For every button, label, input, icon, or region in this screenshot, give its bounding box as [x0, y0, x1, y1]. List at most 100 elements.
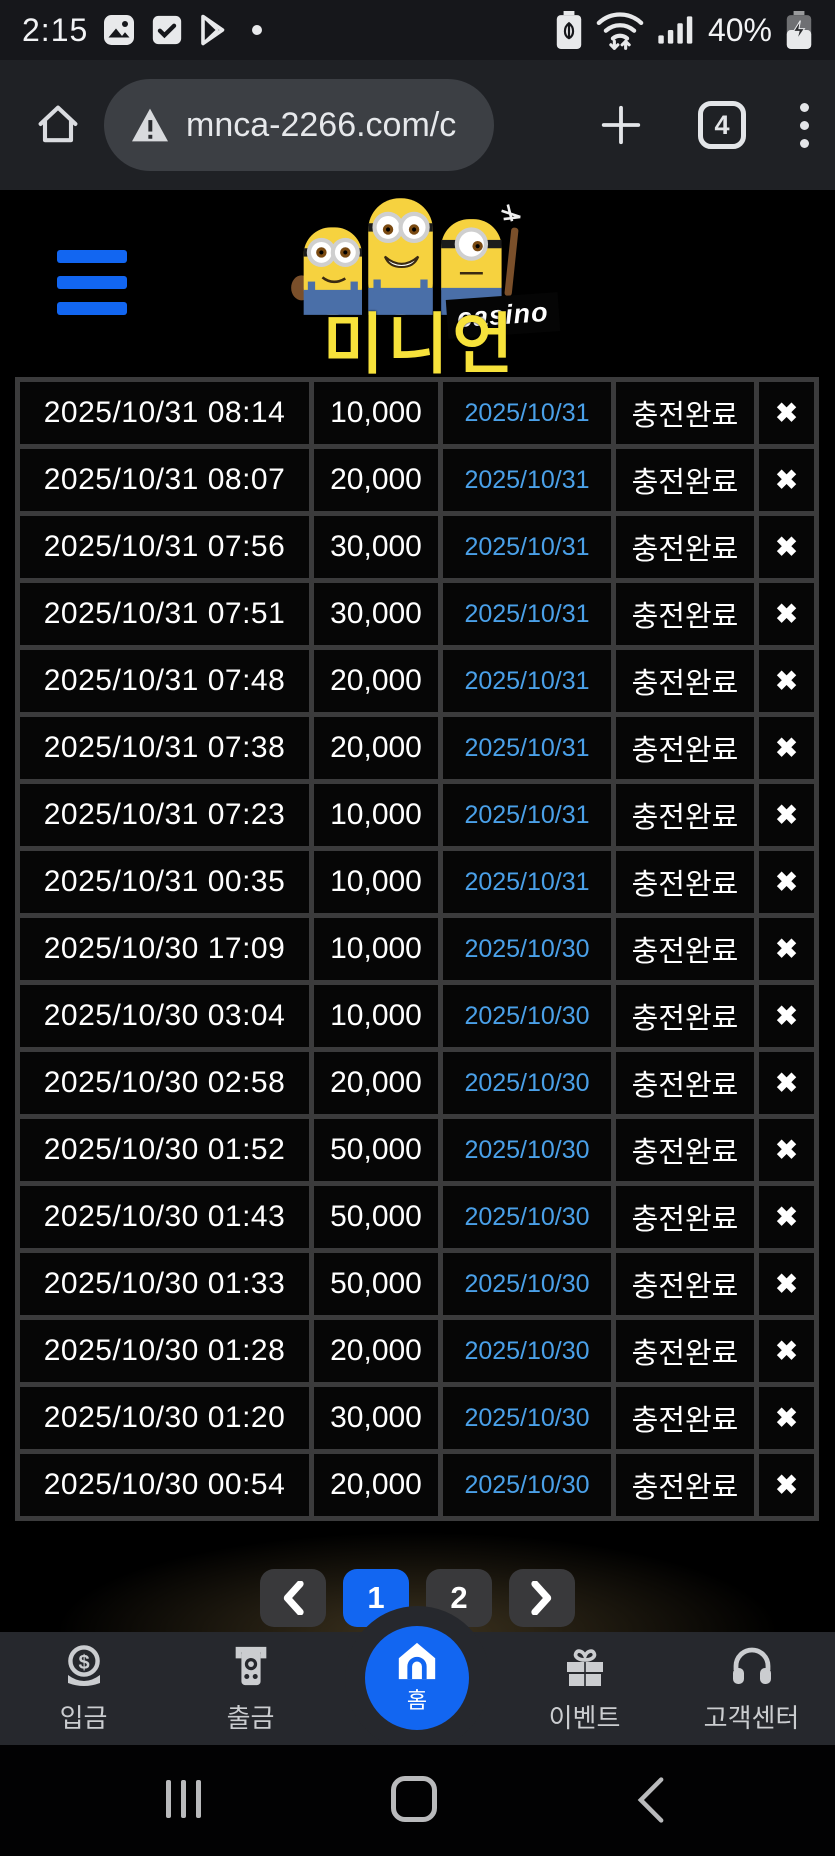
delete-row-button[interactable]: ✖	[759, 449, 814, 511]
headset-icon	[732, 1647, 771, 1684]
table-row: 2025/10/31 07:38 20,000 2025/10/31 충전완료 …	[20, 717, 814, 779]
nav-item-events[interactable]: 이벤트	[501, 1632, 668, 1745]
url-text: mnca-2266.com/c	[186, 105, 457, 144]
table-row: 2025/10/30 03:04 10,000 2025/10/30 충전완료 …	[20, 985, 814, 1047]
delete-row-button[interactable]: ✖	[759, 918, 814, 980]
delete-row-button[interactable]: ✖	[759, 1253, 814, 1315]
status-label: 충전완료	[616, 1186, 754, 1248]
processed-date-link[interactable]: 2025/10/30	[443, 1253, 611, 1315]
checkbox-icon	[153, 15, 182, 45]
prev-page-button[interactable]	[260, 1569, 326, 1627]
nav-item-home[interactable]: 홈	[365, 1626, 469, 1730]
delete-row-button[interactable]: ✖	[759, 382, 814, 444]
page-button-2[interactable]: 2	[426, 1569, 492, 1627]
address-bar[interactable]: mnca-2266.com/c	[104, 79, 494, 171]
table-row: 2025/10/30 01:33 50,000 2025/10/30 충전완료 …	[20, 1253, 814, 1315]
processed-date-link[interactable]: 2025/10/30	[443, 918, 611, 980]
nav-label-withdraw: 출금	[226, 1703, 275, 1733]
amount: 20,000	[314, 1454, 438, 1516]
transactions-table: 2025/10/31 08:14 10,000 2025/10/31 충전완료 …	[15, 377, 819, 1521]
delete-row-button[interactable]: ✖	[759, 583, 814, 645]
delete-row-button[interactable]: ✖	[759, 1119, 814, 1181]
new-tab-plus-icon[interactable]	[598, 102, 644, 148]
delete-row-button[interactable]: ✖	[759, 717, 814, 779]
processed-date-link[interactable]: 2025/10/31	[443, 449, 611, 511]
delete-row-button[interactable]: ✖	[759, 784, 814, 846]
processed-date-link[interactable]: 2025/10/30	[443, 1454, 611, 1516]
amount: 20,000	[314, 1320, 438, 1382]
browser-toolbar: mnca-2266.com/c 4	[0, 60, 835, 190]
delete-row-button[interactable]: ✖	[759, 1320, 814, 1382]
processed-date-link[interactable]: 2025/10/31	[443, 650, 611, 712]
table-row: 2025/10/31 07:48 20,000 2025/10/31 충전완료 …	[20, 650, 814, 712]
android-home-button[interactable]	[391, 1776, 437, 1822]
request-datetime: 2025/10/31 07:48	[20, 650, 309, 712]
delete-row-button[interactable]: ✖	[759, 1052, 814, 1114]
delete-row-button[interactable]: ✖	[759, 1454, 814, 1516]
table-row: 2025/10/30 01:43 50,000 2025/10/30 충전완료 …	[20, 1186, 814, 1248]
status-label: 충전완료	[616, 1119, 754, 1181]
table-row: 2025/10/30 01:52 50,000 2025/10/30 충전완료 …	[20, 1119, 814, 1181]
battery-saver-icon	[556, 11, 582, 49]
browser-menu-button[interactable]	[800, 102, 809, 148]
amount: 10,000	[314, 851, 438, 913]
logo-title: 미니언	[322, 307, 518, 381]
home-icon	[398, 1642, 436, 1680]
request-datetime: 2025/10/31 07:51	[20, 583, 309, 645]
status-label: 충전완료	[616, 985, 754, 1047]
nav-label-events: 이벤트	[548, 1703, 621, 1733]
request-datetime: 2025/10/30 01:33	[20, 1253, 309, 1315]
gift-icon	[566, 1649, 603, 1686]
request-datetime: 2025/10/31 07:38	[20, 717, 309, 779]
table-row: 2025/10/31 07:56 30,000 2025/10/31 충전완료 …	[20, 516, 814, 578]
signal-icon	[658, 16, 693, 44]
next-page-button[interactable]	[509, 1569, 575, 1627]
delete-row-button[interactable]: ✖	[759, 1387, 814, 1449]
image-icon	[104, 15, 135, 45]
tab-count: 4	[714, 109, 730, 140]
chevron-left-icon	[283, 1581, 304, 1615]
nav-item-support[interactable]: 고객센터	[668, 1632, 835, 1745]
delete-row-button[interactable]: ✖	[759, 1186, 814, 1248]
amount: 30,000	[314, 1387, 438, 1449]
request-datetime: 2025/10/30 01:43	[20, 1186, 309, 1248]
delete-row-button[interactable]: ✖	[759, 516, 814, 578]
battery-percent: 40%	[707, 11, 772, 48]
processed-date-link[interactable]: 2025/10/30	[443, 1320, 611, 1382]
android-nav-bar	[0, 1745, 835, 1856]
status-label: 충전완료	[616, 851, 754, 913]
processed-date-link[interactable]: 2025/10/31	[443, 516, 611, 578]
browser-home-button[interactable]	[30, 99, 86, 151]
request-datetime: 2025/10/30 02:58	[20, 1052, 309, 1114]
delete-row-button[interactable]: ✖	[759, 650, 814, 712]
processed-date-link[interactable]: 2025/10/31	[443, 717, 611, 779]
amount: 20,000	[314, 717, 438, 779]
tab-switcher-button[interactable]: 4	[698, 101, 746, 149]
withdraw-atm-icon	[235, 1646, 266, 1686]
amount: 30,000	[314, 516, 438, 578]
status-label: 충전완료	[616, 717, 754, 779]
processed-date-link[interactable]: 2025/10/30	[443, 1119, 611, 1181]
android-back-button[interactable]	[634, 1776, 668, 1824]
processed-date-link[interactable]: 2025/10/30	[443, 1052, 611, 1114]
status-label: 충전완료	[616, 1454, 754, 1516]
nav-item-withdraw[interactable]: 출금	[167, 1632, 334, 1745]
processed-date-link[interactable]: 2025/10/30	[443, 1387, 611, 1449]
android-recents-button[interactable]	[166, 1780, 201, 1818]
processed-date-link[interactable]: 2025/10/31	[443, 382, 611, 444]
wifi-icon	[596, 12, 644, 50]
processed-date-link[interactable]: 2025/10/31	[443, 851, 611, 913]
site-logo[interactable]: casino 미니언	[287, 192, 560, 381]
delete-row-button[interactable]: ✖	[759, 985, 814, 1047]
processed-date-link[interactable]: 2025/10/31	[443, 784, 611, 846]
home-outline-icon	[38, 105, 78, 143]
amount: 10,000	[314, 784, 438, 846]
nav-item-deposit[interactable]: $ 입금	[0, 1632, 167, 1745]
hamburger-menu-button[interactable]	[57, 250, 127, 315]
processed-date-link[interactable]: 2025/10/31	[443, 583, 611, 645]
processed-date-link[interactable]: 2025/10/30	[443, 1186, 611, 1248]
processed-date-link[interactable]: 2025/10/30	[443, 985, 611, 1047]
amount: 30,000	[314, 583, 438, 645]
delete-row-button[interactable]: ✖	[759, 851, 814, 913]
